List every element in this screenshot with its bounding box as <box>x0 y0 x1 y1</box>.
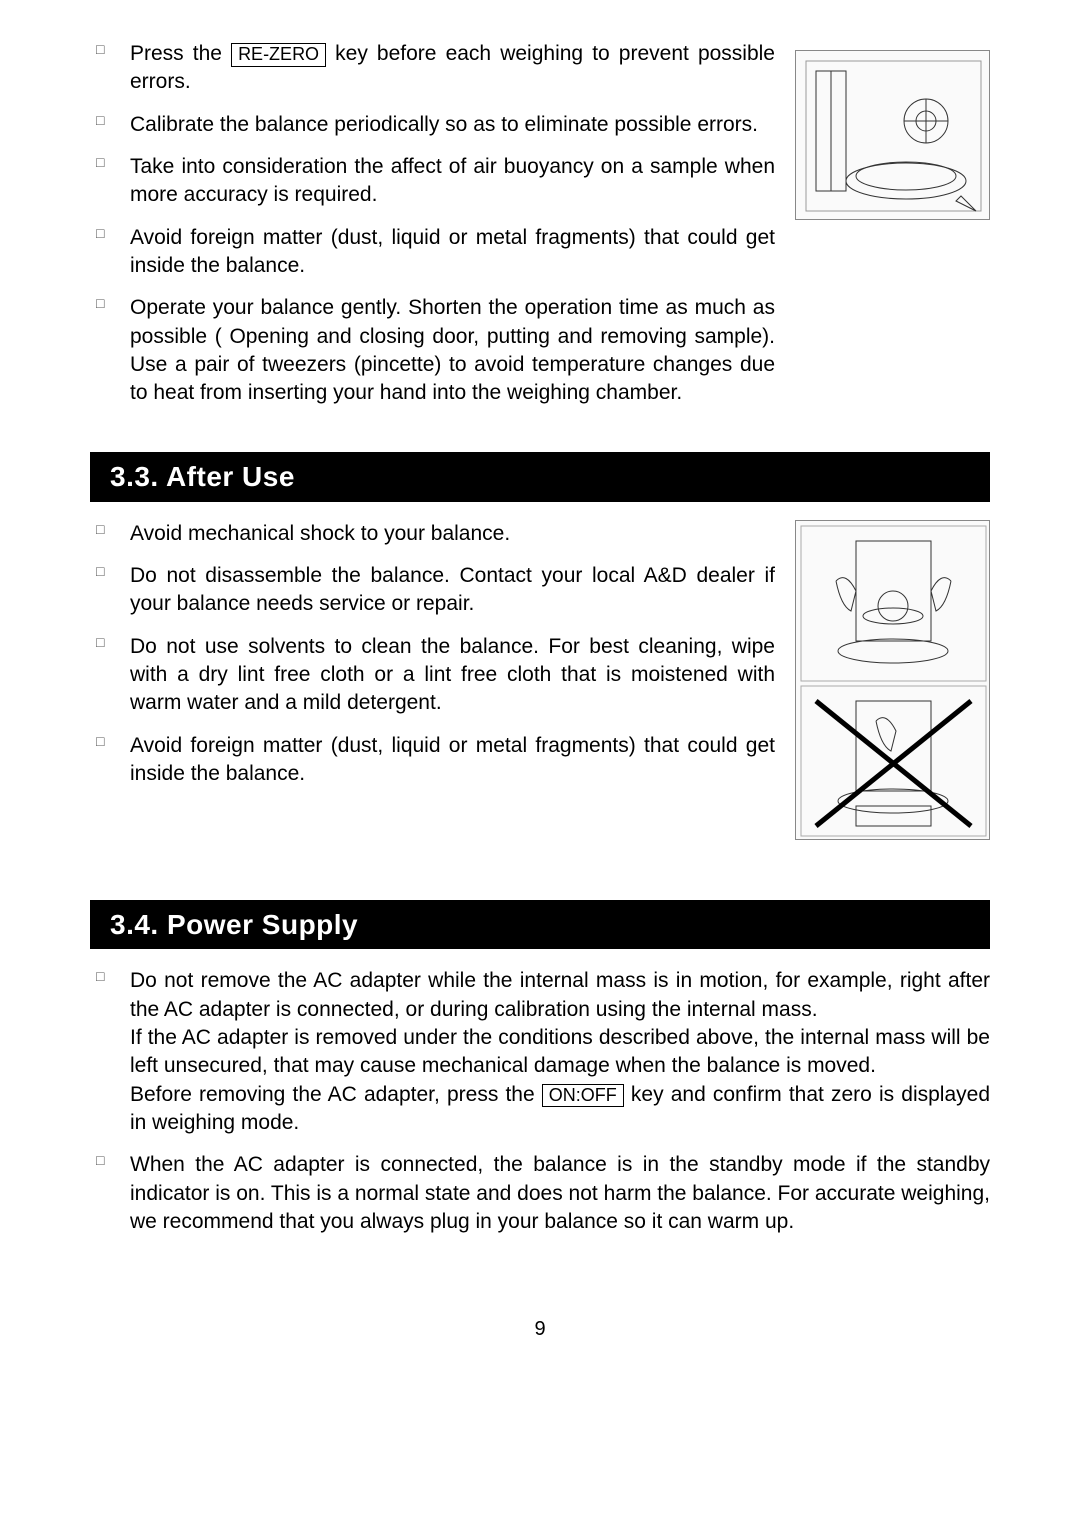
list-item: Take into consideration the affect of ai… <box>90 153 775 210</box>
page-number: 9 <box>90 1316 990 1343</box>
item-text: Do not disassemble the balance. Contact … <box>130 564 775 615</box>
onoff-key: ON:OFF <box>542 1084 624 1108</box>
item-text: Avoid foreign matter (dust, liquid or me… <box>130 226 775 277</box>
list-item: Press the RE-ZERO key before each weighi… <box>90 40 775 97</box>
section-heading-power-supply: 3.4. Power Supply <box>90 900 990 950</box>
rezero-key: RE-ZERO <box>231 43 326 67</box>
balance-handling-illustration <box>795 520 990 840</box>
list-item: Operate your balance gently. Shorten the… <box>90 294 775 407</box>
list-item: Do not remove the AC adapter while the i… <box>90 967 990 1137</box>
list-item: Do not use solvents to clean the balance… <box>90 633 775 718</box>
item-text: Avoid mechanical shock to your balance. <box>130 522 510 545</box>
item-text: Operate your balance gently. Shorten the… <box>130 296 775 404</box>
list-item: Avoid foreign matter (dust, liquid or me… <box>90 224 775 281</box>
section-heading-after-use: 3.3. After Use <box>90 452 990 502</box>
item-para1: Do not remove the AC adapter while the i… <box>130 969 990 1020</box>
item-text: Do not use solvents to clean the balance… <box>130 635 775 715</box>
list-item: Avoid mechanical shock to your balance. <box>90 520 775 548</box>
item-text: Take into consideration the affect of ai… <box>130 155 775 206</box>
item-text: Avoid foreign matter (dust, liquid or me… <box>130 734 775 785</box>
list-item: Do not disassemble the balance. Contact … <box>90 562 775 619</box>
precautions-list: Press the RE-ZERO key before each weighi… <box>90 40 775 408</box>
item-text: Calibrate the balance periodically so as… <box>130 113 758 136</box>
list-item: Avoid foreign matter (dust, liquid or me… <box>90 732 775 789</box>
item-para2: If the AC adapter is removed under the c… <box>130 1026 990 1077</box>
balance-tweezers-illustration <box>795 50 990 220</box>
item-para3-pre: Before removing the AC adapter, press th… <box>130 1083 542 1106</box>
list-item: Calibrate the balance periodically so as… <box>90 111 775 139</box>
after-use-list: Avoid mechanical shock to your balance. … <box>90 520 775 789</box>
item-text: When the AC adapter is connected, the ba… <box>130 1153 990 1233</box>
item-text-pre: Press the <box>130 42 231 65</box>
power-supply-list: Do not remove the AC adapter while the i… <box>90 967 990 1236</box>
list-item: When the AC adapter is connected, the ba… <box>90 1151 990 1236</box>
